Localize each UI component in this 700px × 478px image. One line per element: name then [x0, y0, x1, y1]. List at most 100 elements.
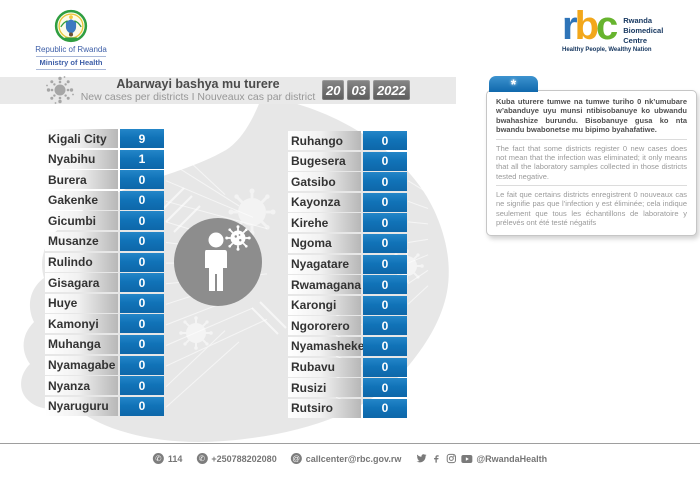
district-value: 0 — [363, 336, 407, 356]
district-row: Ngoma 0 — [288, 233, 407, 253]
district-value: 0 — [120, 334, 164, 354]
district-row: Rusizi 0 — [288, 378, 407, 398]
district-column-left: Kigali City 9 Nyabihu 1 Burera 0 Gakenke 0 Gicum… — [45, 129, 164, 416]
district-row: Nyamasheke 0 — [288, 336, 407, 356]
district-value: 0 — [120, 376, 164, 396]
header-bar: Abarwayi bashya mu turere New cases per … — [0, 76, 456, 104]
district-row: Nyabihu 1 — [45, 149, 164, 169]
district-name: Huye — [45, 293, 118, 313]
asterisk-tab: * — [489, 76, 538, 92]
social-handle: @RwandaHealth — [476, 453, 548, 464]
district-value: 0 — [120, 355, 164, 375]
district-row: Nyagatare 0 — [288, 254, 407, 274]
divider — [496, 185, 687, 186]
social-contact: @RwandaHealth — [415, 453, 547, 464]
district-value: 0 — [363, 398, 407, 418]
ministry-of-health-logo: Republic of Rwanda Ministry of Health — [34, 9, 108, 71]
district-row: Nyaruguru 0 — [45, 396, 164, 416]
district-name: Kamonyi — [45, 314, 118, 334]
gov-logo-line1: Republic of Rwanda — [35, 45, 107, 54]
district-value: 0 — [363, 172, 407, 192]
district-value: 0 — [363, 192, 407, 212]
rbc-letter-b: b — [574, 4, 600, 48]
hotline: ✆ 114 — [152, 453, 183, 464]
rwanda-coat-of-arms — [54, 9, 88, 43]
district-row: Bugesera 0 — [288, 151, 407, 171]
district-row: Musanze 0 — [45, 231, 164, 251]
rbc-letter-r: r — [562, 4, 577, 48]
person-icon — [205, 232, 227, 291]
date-month-badge: 03 — [347, 80, 370, 100]
rbc-name: Rwanda Biomedical Centre — [623, 16, 663, 46]
page-subtitle: New cases per districts I Nouveaux cas p… — [80, 91, 316, 103]
rbc-letter-c: c — [596, 4, 618, 48]
district-row: Kirehe 0 — [288, 213, 407, 233]
district-row: Nyamagabe 0 — [45, 355, 164, 375]
district-value: 0 — [363, 213, 407, 233]
note-kinyarwanda: Kuba uturere tumwe na tumwe turiho 0 nk’… — [496, 97, 687, 135]
district-value: 0 — [363, 275, 407, 295]
district-name: Muhanga — [45, 334, 118, 354]
district-value: 0 — [363, 295, 407, 315]
district-name: Nyagatare — [288, 254, 361, 274]
district-name: Kigali City — [45, 129, 118, 148]
rbc-tagline: Healthy People, Wealthy Nation — [562, 47, 652, 53]
rbc-wordmark: rbc — [562, 6, 618, 46]
district-row: Rutsiro 0 — [288, 398, 407, 418]
district-name: Nyabihu — [45, 149, 118, 169]
divider — [36, 68, 106, 70]
report-date: 20 03 2022 — [322, 80, 410, 100]
email-icon: @ — [290, 453, 302, 464]
district-name: Kirehe — [288, 213, 361, 233]
email-address: callcenter@rbc.gov.rw — [305, 453, 402, 464]
date-year-badge: 2022 — [372, 80, 410, 100]
district-row: Gakenke 0 — [45, 190, 164, 210]
district-row: Rubavu 0 — [288, 357, 407, 377]
district-value: 0 — [363, 151, 407, 171]
virus-watermark-icon — [178, 315, 214, 351]
virus-icon — [46, 76, 74, 104]
district-row: Gicumbi 0 — [45, 211, 164, 231]
district-name: Gatsibo — [288, 172, 361, 192]
email-contact: @ callcenter@rbc.gov.rw — [290, 453, 402, 464]
instagram-icon — [446, 453, 456, 464]
rbc-logo: rbc Rwanda Biomedical Centre Healthy Peo… — [562, 6, 692, 53]
note-french: Le fait que certains districts enregistr… — [496, 190, 687, 228]
district-value: 1 — [120, 149, 164, 169]
district-name: Nyaruguru — [45, 396, 118, 416]
district-row: Kayonza 0 — [288, 192, 407, 212]
hotline-number: 114 — [167, 453, 183, 464]
district-row: Rwamagana 0 — [288, 275, 407, 295]
district-value: 0 — [363, 316, 407, 336]
district-row: Ngororero 0 — [288, 316, 407, 336]
youtube-icon — [460, 454, 472, 463]
date-day-badge: 20 — [322, 80, 345, 100]
district-value: 0 — [120, 396, 164, 416]
page-title: Abarwayi bashya mu turere — [116, 77, 280, 91]
phone-contact: ✆ +250788202080 — [196, 453, 277, 464]
rbc-name-line: Biomedical — [623, 26, 664, 35]
district-value: 0 — [363, 357, 407, 377]
district-name: Burera — [45, 170, 118, 190]
district-name: Rusizi — [288, 378, 361, 398]
district-name: Gisagara — [45, 273, 118, 293]
district-name: Nyanza — [45, 376, 118, 396]
district-name: Gakenke — [45, 190, 118, 210]
phone-number: +250788202080 — [211, 453, 277, 464]
district-value: 0 — [120, 190, 164, 210]
twitter-icon — [416, 454, 427, 463]
district-name: Ruhango — [288, 131, 361, 150]
district-name: Ngororero — [288, 316, 361, 336]
district-value: 0 — [120, 273, 164, 293]
district-row: Kigali City 9 — [45, 129, 164, 148]
district-value: 0 — [363, 131, 407, 150]
district-value: 0 — [363, 254, 407, 274]
district-name: Nyamasheke — [288, 336, 364, 356]
virus-icon — [225, 225, 251, 251]
district-name: Kayonza — [288, 192, 361, 212]
district-name: Rulindo — [45, 252, 118, 272]
district-value: 0 — [120, 252, 164, 272]
info-box: * Kuba uturere tumwe na tumwe turiho 0 n… — [486, 76, 697, 236]
hotline-phone-icon: ✆ — [152, 453, 164, 464]
district-row: Karongi 0 — [288, 295, 407, 315]
